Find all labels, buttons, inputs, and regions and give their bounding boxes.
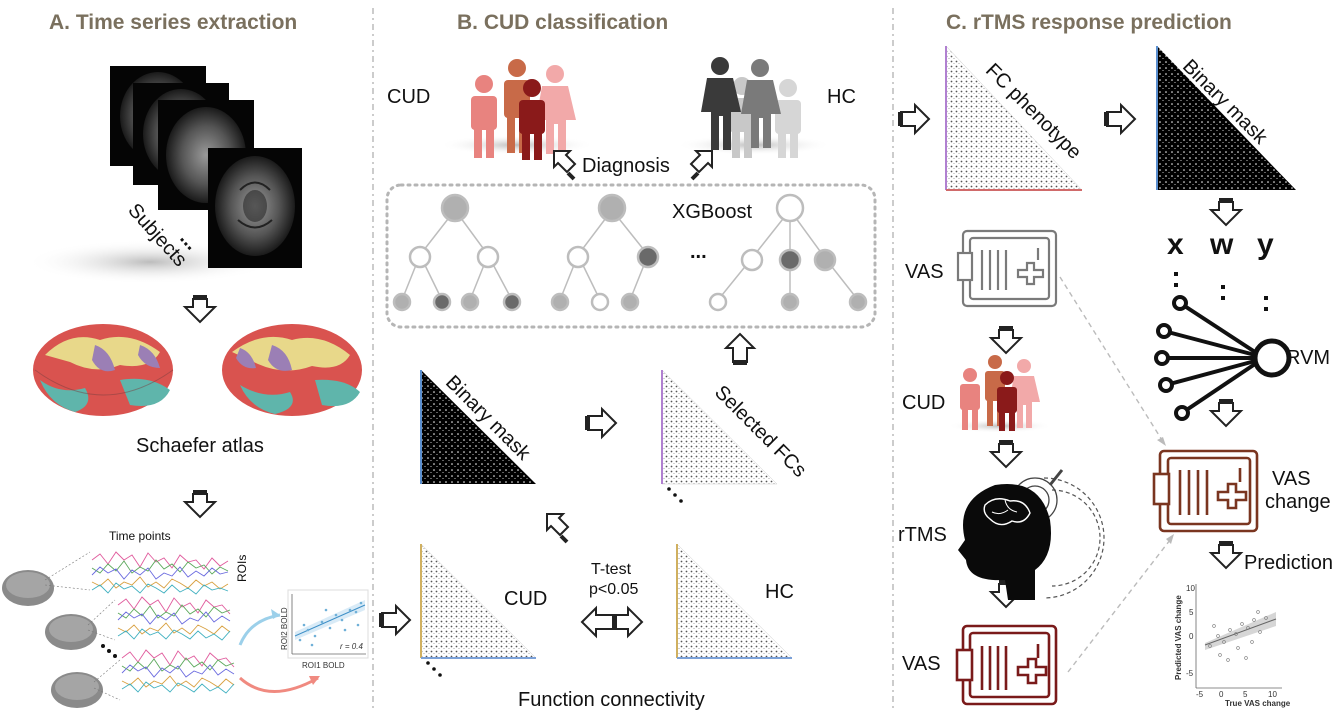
scatter-xlabel: ROI1 BOLD — [302, 661, 345, 670]
pvalue-label: p<0.05 — [589, 581, 639, 598]
plot-ytick: 0 — [1189, 632, 1194, 641]
vas-change-label-2: change — [1265, 491, 1331, 513]
matrix-cud-label: CUD — [504, 588, 548, 610]
hc-people-icon — [701, 57, 801, 158]
xgboost-label: XGBoost — [672, 201, 753, 223]
section-a-title: A. Time series extraction — [49, 11, 298, 34]
vas-scale-icon — [1152, 449, 1259, 533]
plot-ytick: 10 — [1186, 584, 1195, 593]
vas2-label: VAS — [902, 653, 941, 675]
vas-change-label-1: VAS — [1272, 468, 1311, 490]
rtms-label: rTMS — [898, 524, 947, 546]
x-label: x — [1167, 228, 1184, 261]
plot-ytick: -5 — [1186, 669, 1194, 678]
plot-xtick: 5 — [1243, 690, 1248, 699]
brain-icon — [2, 570, 103, 708]
mri-stack-icon — [110, 66, 302, 268]
w-label: w — [1210, 228, 1234, 261]
matrix-hc-label: HC — [765, 581, 794, 603]
arrow-icon — [553, 150, 713, 181]
tree-ellipsis: ... — [690, 241, 707, 263]
atlas-label: Schaefer atlas — [136, 435, 264, 457]
plot-xtick: 10 — [1268, 690, 1277, 699]
arrow-blue — [238, 613, 281, 646]
scatter-ylabel: ROI2 BOLD — [280, 607, 289, 650]
vas-label: VAS — [905, 261, 944, 283]
cud-people-icon — [471, 59, 576, 160]
projection-lines — [44, 551, 121, 701]
plot-ylabel: Predicted VAS change — [1174, 595, 1183, 680]
function-connectivity-label: Function connectivity — [518, 689, 705, 711]
rvm-network-icon — [1154, 295, 1292, 421]
plot-ytick: 5 — [1189, 608, 1194, 617]
correlation-scatter — [287, 589, 369, 659]
ellipsis-dots — [101, 644, 117, 658]
hc-label: HC — [827, 86, 856, 108]
rtms-head-icon — [958, 469, 1105, 600]
cud-c-label: CUD — [902, 392, 946, 414]
y-label: y — [1257, 228, 1274, 261]
section-c-title: C. rTMS response prediction — [946, 11, 1232, 34]
xgboost-box — [385, 183, 877, 329]
arrow-icon — [379, 332, 757, 639]
plot-xtick: -5 — [1196, 690, 1204, 699]
ttest-label: T-test — [591, 561, 632, 578]
matrix-icon — [945, 45, 1296, 191]
arrow-red — [238, 676, 319, 693]
matrix-icon — [420, 369, 793, 659]
diagnosis-label: Diagnosis — [582, 155, 670, 177]
tree-nodes — [392, 193, 868, 312]
prediction-label: Prediction — [1244, 552, 1333, 574]
plot-xtick: 0 — [1219, 690, 1224, 699]
prediction-scatter-plot — [1195, 584, 1282, 689]
time-points-label: Time points — [109, 529, 171, 543]
dashed-arrow — [1059, 276, 1171, 673]
vas-scale-icon — [956, 229, 1058, 308]
arrow-icon — [898, 102, 1244, 609]
vas-scale-icon — [955, 624, 1058, 706]
rvm-label: RVM — [1286, 347, 1331, 369]
cud-people-icon — [960, 355, 1040, 431]
ellipsis-dots — [1174, 272, 1268, 311]
ellipsis-dots — [426, 487, 683, 677]
brain-atlas-icon — [33, 324, 362, 416]
section-b-title: B. CUD classification — [457, 11, 669, 34]
bold-time-series — [91, 551, 235, 694]
cud-label: CUD — [387, 86, 431, 108]
rois-label: ROIs — [235, 554, 249, 582]
arrow-icon — [182, 295, 218, 519]
scatter-r: r = 0.4 — [340, 642, 363, 651]
plot-xlabel: True VAS change — [1225, 699, 1291, 708]
